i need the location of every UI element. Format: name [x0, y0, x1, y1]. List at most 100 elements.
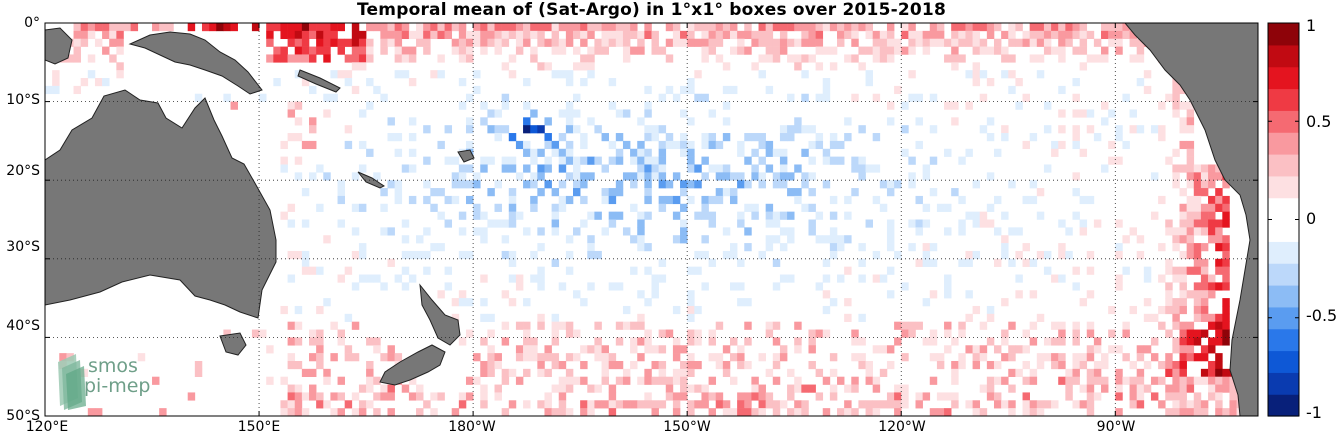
heatmap-cell — [280, 400, 288, 409]
heatmap-cell — [637, 219, 645, 228]
heatmap-cell — [515, 46, 524, 55]
heatmap-cell — [380, 384, 388, 393]
heatmap-cell — [573, 188, 581, 197]
heatmap-cell — [765, 30, 774, 40]
heatmap-cell — [401, 219, 410, 228]
heatmap-cell — [737, 400, 745, 409]
heatmap-cell — [437, 290, 445, 299]
heatmap-cell — [316, 305, 324, 315]
heatmap-cell — [430, 30, 438, 40]
heatmap-cell — [744, 30, 752, 40]
heatmap-cell — [373, 345, 381, 354]
heatmap-cell — [301, 266, 310, 275]
heatmap-cell — [1129, 392, 1137, 401]
heatmap-cell — [644, 337, 652, 346]
heatmap-cell — [936, 203, 945, 212]
heatmap-cell — [651, 164, 659, 173]
heatmap-cell — [480, 384, 488, 393]
heatmap-cell — [1179, 345, 1187, 354]
heatmap-cell — [858, 23, 866, 32]
heatmap-cell — [729, 337, 738, 346]
heatmap-cell — [316, 38, 324, 47]
heatmap-cell — [1200, 353, 1209, 362]
heatmap-cell — [1165, 329, 1173, 338]
heatmap-cell — [1036, 313, 1045, 322]
heatmap-cell — [1186, 329, 1195, 338]
heatmap-cell — [779, 46, 788, 55]
heatmap-cell — [394, 23, 403, 32]
heatmap-cell — [837, 156, 845, 165]
heatmap-cell — [687, 305, 695, 315]
heatmap-cell — [380, 392, 388, 401]
heatmap-cell — [1001, 30, 1009, 40]
heatmap-cell — [458, 180, 467, 189]
heatmap-cell — [1172, 274, 1180, 283]
heatmap-cell — [544, 400, 552, 409]
heatmap-cell — [694, 250, 702, 260]
heatmap-cell — [1058, 109, 1066, 118]
heatmap-cell — [465, 376, 474, 385]
heatmap-cell — [1043, 353, 1052, 362]
heatmap-cell — [73, 46, 81, 55]
heatmap-cell — [979, 211, 988, 220]
colorbar-ticks — [1268, 22, 1299, 417]
heatmap-cell — [915, 321, 923, 330]
heatmap-cell — [323, 30, 331, 40]
heatmap-cell — [580, 133, 588, 142]
heatmap-cell — [394, 46, 403, 55]
heatmap-cell — [1222, 408, 1230, 416]
heatmap-cell — [658, 376, 667, 385]
heatmap-cell — [1036, 54, 1045, 63]
heatmap-cell — [587, 117, 595, 126]
heatmap-cell — [601, 368, 609, 377]
heatmap-cell — [1179, 235, 1187, 244]
heatmap-cell — [1193, 203, 1202, 212]
heatmap-cell — [323, 54, 331, 63]
heatmap-cell — [366, 54, 374, 63]
heatmap-cell — [1072, 172, 1080, 181]
heatmap-cell — [223, 23, 231, 32]
heatmap-cell — [330, 23, 338, 32]
heatmap-cell — [929, 125, 938, 134]
heatmap-cell — [879, 180, 888, 189]
heatmap-cell — [116, 70, 124, 79]
heatmap-cell — [594, 353, 602, 362]
heatmap-cell — [1208, 321, 1216, 330]
heatmap-cell — [772, 38, 781, 47]
heatmap-cell — [1186, 345, 1195, 354]
heatmap-cell — [1158, 305, 1166, 315]
heatmap-cell — [1036, 211, 1045, 220]
heatmap-cell — [665, 133, 674, 142]
heatmap-cell — [986, 360, 995, 370]
heatmap-cell — [1172, 180, 1180, 189]
heatmap-cell — [630, 46, 638, 55]
heatmap-cell — [1193, 408, 1202, 416]
heatmap-cell — [587, 46, 595, 55]
heatmap-cell — [587, 23, 595, 32]
heatmap-cell — [758, 30, 766, 40]
lat-tick-40s: 40°S — [6, 318, 40, 334]
heatmap-cell — [209, 23, 217, 32]
heatmap-cell — [530, 195, 538, 205]
heatmap-cell — [915, 117, 923, 126]
heatmap-cell — [1208, 290, 1216, 299]
heatmap-cell — [1172, 85, 1180, 95]
heatmap-cell — [680, 38, 688, 47]
heatmap-cell — [1022, 243, 1030, 252]
heatmap-cell — [580, 180, 588, 189]
heatmap-cell — [886, 117, 895, 126]
heatmap-cell — [1086, 384, 1095, 393]
smos-pi-mep-logo — [58, 354, 86, 410]
heatmap-cell — [1208, 360, 1216, 370]
heatmap-cell — [1172, 109, 1180, 118]
heatmap-cell — [1008, 70, 1016, 79]
heatmap-cell — [465, 250, 474, 260]
heatmap-cell — [1058, 23, 1066, 32]
heatmap-cell — [630, 235, 638, 244]
heatmap-cell — [1215, 313, 1223, 322]
heatmap-cell — [601, 188, 609, 197]
heatmap-cell — [1058, 46, 1066, 55]
heatmap-cell — [744, 360, 752, 370]
heatmap-cell — [558, 109, 567, 118]
heatmap-cell — [872, 250, 881, 260]
